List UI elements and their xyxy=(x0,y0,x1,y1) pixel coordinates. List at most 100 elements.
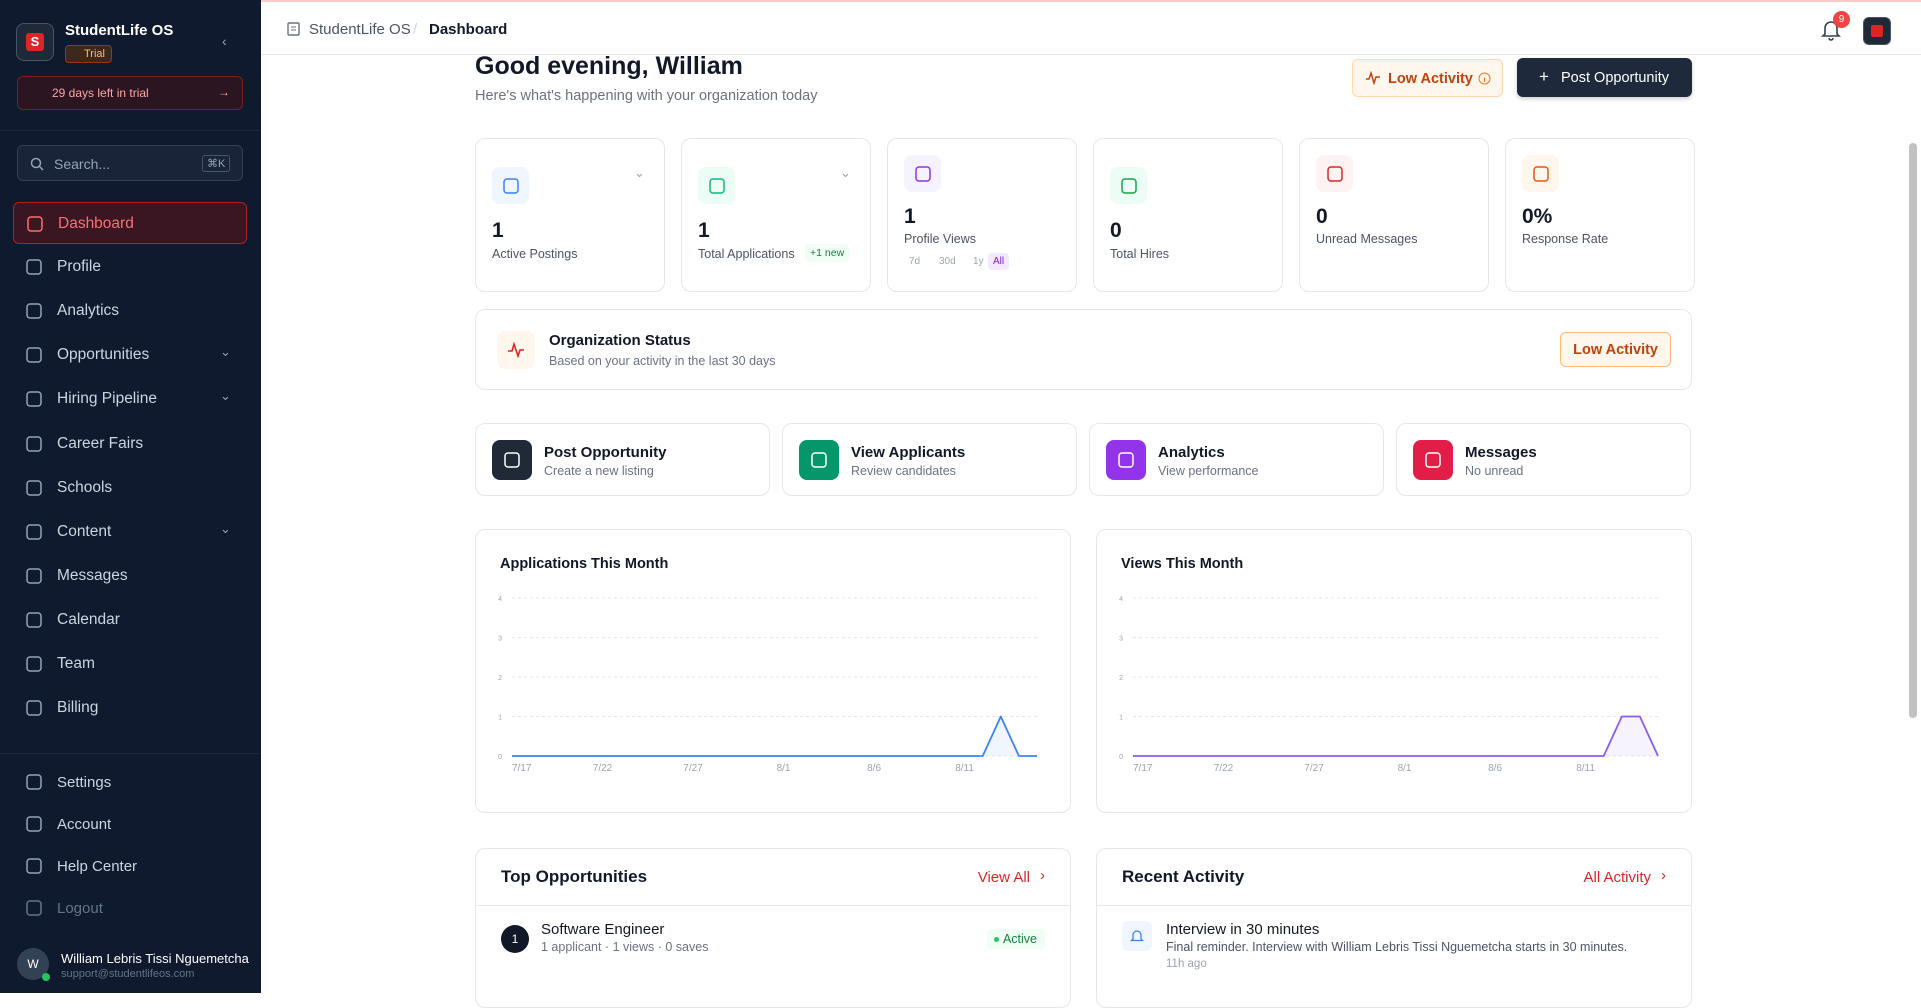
all-activity-link[interactable]: All Activity xyxy=(1583,869,1651,886)
nav-label: Dashboard xyxy=(58,215,134,232)
top-opportunities: Top Opportunities View All › 1 Software … xyxy=(475,848,1071,1008)
recent-activity: Recent Activity All Activity › Interview… xyxy=(1096,848,1692,1008)
action-title: Messages xyxy=(1465,444,1537,461)
nav-item[interactable]: Calendar xyxy=(13,599,247,641)
view-all-link[interactable]: View All xyxy=(977,869,1030,886)
icon-shape xyxy=(26,900,42,916)
icon-shape xyxy=(26,435,42,452)
nav-item[interactable]: Dashboard xyxy=(13,202,247,244)
trial-text: 29 days left in trial xyxy=(52,86,149,100)
nav-item[interactable]: Analytics xyxy=(13,290,247,332)
org-avatar[interactable] xyxy=(1863,17,1891,45)
icon xyxy=(26,435,42,452)
status-text: Low Activity xyxy=(1388,71,1473,87)
icon xyxy=(26,347,42,364)
nav-item[interactable]: Career Fairs xyxy=(13,423,247,465)
x-tick-label: 8/6 xyxy=(867,763,881,774)
post-opportunity-button[interactable]: + Post Opportunity xyxy=(1517,58,1692,97)
range-tab[interactable]: 1y xyxy=(973,256,984,267)
range-tab[interactable]: 30d xyxy=(939,256,956,267)
section-title: Recent Activity xyxy=(1122,867,1245,886)
icon-shape xyxy=(26,612,42,628)
chart-title: Applications This Month xyxy=(500,556,669,572)
stat-label: Unread Messages xyxy=(1316,232,1418,246)
nav-item[interactable]: Account xyxy=(13,804,247,844)
quick-action[interactable]: Post Opportunity Create a new listing xyxy=(475,423,770,496)
breadcrumb-current: Dashboard xyxy=(429,21,508,38)
nav-item[interactable]: Settings xyxy=(13,762,247,802)
opportunity-title[interactable]: Software Engineer xyxy=(541,921,665,938)
stat-label: Active Postings xyxy=(492,247,578,261)
nav-label: Hiring Pipeline xyxy=(57,390,157,408)
icon xyxy=(26,391,42,408)
icon-shape xyxy=(1425,452,1441,468)
icon xyxy=(811,452,827,468)
trial-badge: Trial xyxy=(65,45,112,63)
stat-value: 1 xyxy=(904,205,916,228)
nav-item[interactable]: Billing xyxy=(13,687,247,729)
status-subtitle: Based on your activity in the last 30 da… xyxy=(549,354,776,368)
logo: S xyxy=(16,23,54,61)
nav-item[interactable]: Messages xyxy=(13,555,247,597)
x-tick-label: 7/22 xyxy=(1214,763,1234,774)
icon xyxy=(1118,452,1134,468)
action-icon xyxy=(1413,440,1453,480)
action-title: View Applicants xyxy=(851,444,966,461)
search-icon xyxy=(30,157,44,171)
search-box[interactable]: Search... ⌘K xyxy=(17,145,243,181)
action-subtitle: Create a new listing xyxy=(544,464,654,478)
icon xyxy=(26,858,42,874)
nav-item[interactable]: Profile xyxy=(13,246,247,288)
action-subtitle: Review candidates xyxy=(851,464,956,478)
nav-label: Settings xyxy=(57,774,112,791)
nav-label: Profile xyxy=(57,258,101,276)
icon-shape xyxy=(27,216,43,232)
icon-shape xyxy=(26,774,42,790)
stat-label: Profile Views xyxy=(904,232,977,246)
dropdown[interactable]: ⌄ xyxy=(634,165,645,180)
nav-label: Content xyxy=(57,522,112,540)
nav-item[interactable]: Content ⌄ xyxy=(13,511,247,553)
trial-notice[interactable]: 29 days left in trial → xyxy=(17,76,243,110)
nav-item[interactable]: Team xyxy=(13,643,247,685)
chevron: ⌄ xyxy=(220,344,231,360)
nav-item[interactable]: Logout xyxy=(13,888,247,928)
icon xyxy=(26,523,42,540)
nav-item[interactable]: Hiring Pipeline ⌄ xyxy=(13,378,247,420)
nav-item[interactable]: Schools xyxy=(13,467,247,509)
icon-shape xyxy=(26,816,42,832)
status-button[interactable]: Low Activity xyxy=(1352,59,1503,97)
breadcrumb[interactable]: StudentLife OS xyxy=(309,21,411,38)
quick-action[interactable]: Analytics View performance xyxy=(1089,423,1384,496)
divider xyxy=(1097,905,1691,906)
action-title: Post Opportunity xyxy=(544,444,667,461)
nav-label: Calendar xyxy=(57,610,120,628)
subtitle: Here's what's happening with your organi… xyxy=(475,88,818,104)
divider xyxy=(0,753,261,754)
line xyxy=(512,715,1037,757)
icon xyxy=(504,452,520,468)
icon-shape xyxy=(26,700,42,716)
nav-item[interactable]: Help Center xyxy=(13,846,247,886)
stat-card: ⌄ 1 Active Postings xyxy=(475,138,665,292)
x-tick-label: 8/11 xyxy=(1576,763,1595,774)
icon xyxy=(1121,178,1137,194)
icon xyxy=(26,568,42,584)
range-tab[interactable]: All xyxy=(988,253,1010,270)
action-icon xyxy=(1106,440,1146,480)
nav-item[interactable]: Opportunities ⌄ xyxy=(13,334,247,376)
scrollbar[interactable] xyxy=(1909,143,1917,718)
quick-action[interactable]: Messages No unread xyxy=(1396,423,1691,496)
icon xyxy=(26,700,42,716)
x-tick-label: 8/11 xyxy=(955,763,974,774)
nav-label: Career Fairs xyxy=(57,434,144,452)
range-tab[interactable]: 7d xyxy=(909,256,921,267)
stat-value: 1 xyxy=(492,219,504,242)
collapse-button[interactable]: ‹ xyxy=(222,33,227,49)
dropdown[interactable]: ⌄ xyxy=(840,165,851,180)
stat-value: 1 xyxy=(698,219,710,242)
icon xyxy=(503,178,519,194)
quick-action[interactable]: View Applicants Review candidates xyxy=(782,423,1077,496)
